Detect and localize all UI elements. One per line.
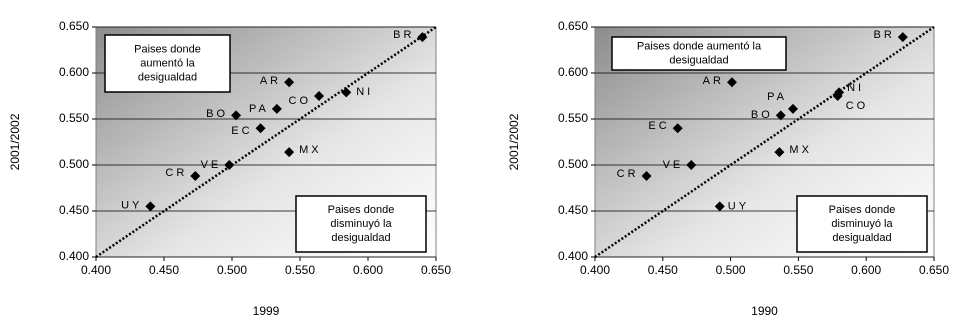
data-point: [686, 160, 697, 170]
x-tick-label: 0.500: [716, 263, 746, 277]
point-label: CR: [617, 168, 639, 180]
equality-line: [594, 25, 935, 259]
point-label: VE: [201, 159, 222, 171]
y-tick-label: 0.450: [558, 203, 588, 217]
point-label: UY: [728, 200, 749, 212]
annotation-box: [796, 195, 928, 253]
data-point: [775, 110, 786, 121]
point-label: MX: [299, 144, 322, 156]
point-label: VE: [663, 159, 684, 171]
point-label: CO: [846, 100, 869, 112]
y-tick-label: 0.400: [558, 249, 588, 263]
point-label: BO: [206, 108, 228, 120]
data-point: [897, 32, 908, 43]
annotation-text: desigualdad: [138, 71, 197, 83]
x-tick-label: 0.550: [285, 263, 315, 277]
annotation-text: desigualdad: [832, 232, 891, 244]
annotation-text: disminuyó la: [330, 218, 392, 230]
point-label: NI: [847, 82, 864, 94]
data-point: [774, 147, 785, 158]
x-tick-label: 0.600: [851, 263, 881, 277]
x-tick-label: 0.550: [783, 263, 813, 277]
y-tick-label: 0.600: [558, 65, 588, 79]
data-point: [224, 160, 235, 170]
annotation-text: Paises donde: [134, 43, 201, 55]
y-tick-label: 0.600: [59, 65, 89, 79]
point-label: NI: [356, 86, 373, 98]
point-label: EC: [648, 120, 669, 132]
data-point: [672, 123, 683, 134]
x-tick-label: 0.450: [648, 263, 678, 277]
y-tick-label: 0.500: [59, 157, 89, 171]
point-label: AR: [703, 75, 724, 87]
x-tick-label: 0.600: [353, 263, 383, 277]
x-tick-label: 0.400: [580, 263, 610, 277]
y-axis-title: 2001/2002: [8, 113, 22, 170]
y-tick-label: 0.450: [59, 203, 89, 217]
data-point: [231, 110, 242, 121]
data-point: [726, 77, 737, 88]
data-point: [341, 87, 352, 98]
point-label: MX: [789, 144, 812, 156]
x-tick-label: 0.450: [149, 263, 179, 277]
equality-line: [95, 25, 437, 259]
data-point: [641, 171, 652, 182]
annotation-text: aumentó la: [140, 57, 195, 69]
point-label: BR: [393, 29, 414, 41]
y-tick-label: 0.650: [558, 19, 588, 33]
x-axis-title: 1999: [253, 304, 280, 318]
annotation-text: desigualdad: [669, 54, 728, 66]
y-tick-label: 0.550: [59, 111, 89, 125]
annotation-text: Paises donde: [328, 204, 395, 216]
point-label: CR: [165, 167, 187, 179]
annotation-text: disminuyó la: [831, 218, 893, 230]
data-point: [271, 103, 282, 114]
data-point: [787, 103, 798, 114]
point-label: EC: [231, 125, 252, 137]
annotation-box: [611, 36, 787, 71]
y-tick-label: 0.400: [59, 249, 89, 263]
annotation-box: [295, 195, 427, 253]
y-tick-label: 0.500: [558, 157, 588, 171]
point-label: UY: [121, 199, 142, 211]
x-tick-label: 0.650: [421, 263, 451, 277]
annotation-box: [104, 34, 231, 93]
data-point: [255, 123, 266, 134]
data-point: [145, 201, 156, 212]
annotation-text: Paises donde: [829, 204, 896, 216]
data-point: [284, 147, 295, 158]
data-point: [714, 201, 725, 212]
data-point: [190, 171, 201, 182]
point-label: PA: [249, 103, 269, 115]
data-point: [314, 91, 325, 101]
data-point: [417, 32, 428, 43]
point-label: BR: [874, 29, 895, 41]
y-tick-label: 0.650: [59, 19, 89, 33]
annotation-text: desigualdad: [331, 232, 390, 244]
point-label: BO: [751, 109, 773, 121]
point-label: PA: [767, 91, 787, 103]
y-axis-title: 2001/2002: [507, 113, 521, 170]
x-tick-label: 0.400: [81, 263, 111, 277]
x-tick-label: 0.650: [919, 263, 949, 277]
x-tick-label: 0.500: [217, 263, 247, 277]
data-point: [284, 77, 295, 88]
data-point: [832, 91, 843, 101]
x-axis-title: 1990: [751, 304, 778, 318]
annotation-text: Paises donde aumentó la: [637, 40, 762, 52]
y-tick-label: 0.550: [558, 111, 588, 125]
point-label: AR: [260, 75, 281, 87]
point-label: CO: [289, 95, 312, 107]
